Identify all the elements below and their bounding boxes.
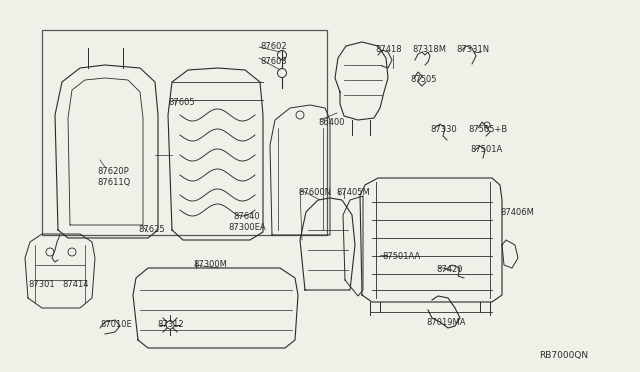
Text: RB7000QN: RB7000QN xyxy=(539,351,588,360)
Text: 87625: 87625 xyxy=(138,225,164,234)
Text: 87420: 87420 xyxy=(436,265,463,274)
Text: 87312: 87312 xyxy=(157,320,184,329)
Text: 87640: 87640 xyxy=(233,212,260,221)
Text: 87406M: 87406M xyxy=(500,208,534,217)
Text: 87330: 87330 xyxy=(430,125,457,134)
Text: 87602: 87602 xyxy=(260,42,287,51)
Text: 87501A: 87501A xyxy=(470,145,502,154)
Text: 87300EA: 87300EA xyxy=(228,223,266,232)
Text: 87620P: 87620P xyxy=(97,167,129,176)
Text: 87505: 87505 xyxy=(410,75,436,84)
Text: 87501AA: 87501AA xyxy=(382,252,420,261)
Text: 87603: 87603 xyxy=(260,57,287,66)
Text: 87605: 87605 xyxy=(168,98,195,107)
Text: 86400: 86400 xyxy=(318,118,344,127)
Text: 87611Q: 87611Q xyxy=(97,178,131,187)
Bar xyxy=(42,30,327,235)
Text: 87600N: 87600N xyxy=(298,188,331,197)
Text: 87331N: 87331N xyxy=(456,45,489,54)
Text: 87405M: 87405M xyxy=(336,188,370,197)
Text: 87010E: 87010E xyxy=(100,320,132,329)
Text: 87318M: 87318M xyxy=(412,45,446,54)
Text: 87300M: 87300M xyxy=(193,260,227,269)
Text: 87418: 87418 xyxy=(375,45,402,54)
Text: 87414: 87414 xyxy=(62,280,88,289)
Text: 87301: 87301 xyxy=(28,280,54,289)
Text: 87019MA: 87019MA xyxy=(426,318,465,327)
Text: 87505+B: 87505+B xyxy=(468,125,508,134)
